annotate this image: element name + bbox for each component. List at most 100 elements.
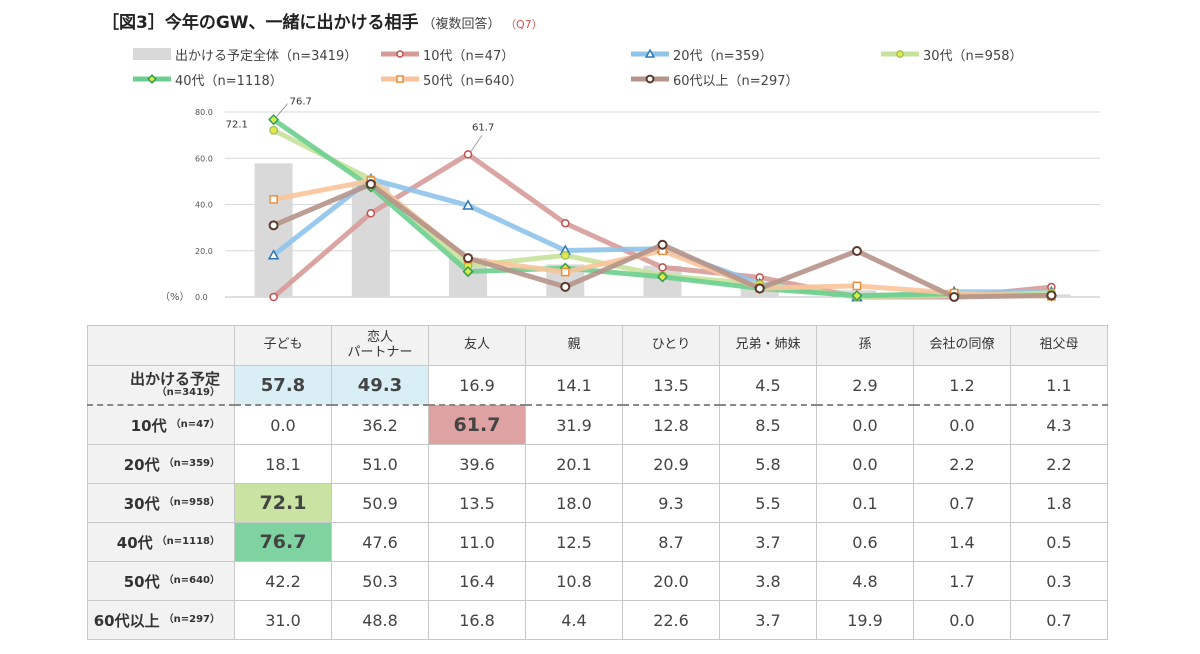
legend-label: 出かける予定全体（n=3419） <box>175 48 358 64</box>
table-cell: 0.3 <box>1010 561 1108 601</box>
table-cell: 1.1 <box>1010 365 1108 406</box>
data-point-marker <box>366 209 376 218</box>
data-point-marker <box>560 281 571 292</box>
row-sample-size: （n=640） <box>163 574 220 586</box>
table-cell: 19.9 <box>816 600 914 640</box>
legend-label: 10代（n=47） <box>423 48 515 64</box>
table-cell: 0.0 <box>816 444 914 484</box>
table-cell: 0.6 <box>816 522 914 562</box>
row-sample-size: （n=958） <box>163 496 220 508</box>
table-header-row: 子ども 恋人 パートナー 友人 親 ひとり 兄弟・姉妹 孫 会社の同僚 祖父母 <box>87 325 1108 366</box>
table-cell: 1.7 <box>913 561 1011 601</box>
y-tick-label: 40.0 <box>195 201 213 210</box>
data-point-marker <box>658 263 667 272</box>
table-cell: 13.5 <box>428 483 526 523</box>
table-cell: 57.8 <box>234 365 332 406</box>
col-header: ひとり <box>622 325 720 366</box>
table-cell: 42.2 <box>234 561 332 601</box>
data-point-marker <box>269 125 279 135</box>
table-cell: 4.8 <box>816 561 914 601</box>
table-cell: 0.0 <box>816 404 914 445</box>
col-header: 恋人 パートナー <box>331 325 429 366</box>
data-point-marker <box>852 281 862 291</box>
y-tick-label: 0.0 <box>195 293 208 302</box>
row-label: 20代 （n=359） <box>87 444 235 484</box>
table-cell: 3.7 <box>719 522 817 562</box>
table-cell: 1.8 <box>1010 483 1108 523</box>
table-cell: 8.5 <box>719 404 817 445</box>
callout-leader <box>276 103 288 117</box>
row-label-text: 40代 <box>116 533 153 552</box>
legend-swatch <box>631 74 669 84</box>
line-bar-chart: 0.0 20.0 40.0 60.0 80.0 （%） 76.7 72.1 61.7 <box>160 97 1100 303</box>
data-table: 子ども 恋人 パートナー 友人 親 ひとり 兄弟・姉妹 孫 会社の同僚 祖父母 出… <box>87 325 1108 640</box>
table-cell: 31.9 <box>525 404 623 445</box>
data-point-marker <box>896 50 904 58</box>
legend-swatch <box>631 48 669 58</box>
table-cell: 18.1 <box>234 444 332 484</box>
table-cell: 39.6 <box>428 444 526 484</box>
row-label-text: 20代 <box>123 455 160 474</box>
table-cell: 16.4 <box>428 561 526 601</box>
title-main: ［図3］今年のGW、一緒に出かける相手 <box>102 13 419 33</box>
col-header-line: 恋人 <box>366 329 393 345</box>
table-cell: 20.9 <box>622 444 720 484</box>
row-label: 40代 （n=1118） <box>87 522 235 562</box>
y-tick-label: 20.0 <box>195 247 213 256</box>
title-sub: （複数回答） <box>422 17 501 32</box>
table-cell: 5.5 <box>719 483 817 523</box>
table-cell: 0.1 <box>816 483 914 523</box>
table-cell: 1.4 <box>913 522 1011 562</box>
table-corner <box>87 325 235 366</box>
row-sample-size: （n=3419） <box>156 386 220 398</box>
data-point-marker <box>656 271 669 283</box>
legend-item: 10代（n=47） <box>381 45 515 64</box>
data-point-marker <box>561 218 570 228</box>
data-point-marker <box>657 239 668 250</box>
table-cell: 36.2 <box>331 404 429 445</box>
row-label: 10代 （n=47） <box>87 404 235 445</box>
data-point-marker <box>560 250 570 260</box>
table-row: 60代以上 （n=297） 31.0 48.8 16.8 4.4 22.6 3.7 19.9 0.… <box>87 600 1108 640</box>
table-cell: 10.8 <box>525 561 623 601</box>
row-label: 30代 （n=958） <box>87 483 235 523</box>
table-cell: 49.3 <box>331 365 429 406</box>
question-number: （Q7） <box>510 18 543 31</box>
row-label: 60代以上 （n=297） <box>87 600 235 640</box>
legend-swatch <box>133 74 171 84</box>
table-cell: 76.7 <box>234 522 332 562</box>
callout-label: 72.1 <box>226 119 248 130</box>
row-label-text: 10代 <box>130 416 167 435</box>
table-cell: 18.0 <box>525 483 623 523</box>
data-point-marker <box>462 266 474 278</box>
data-point-marker <box>269 195 278 204</box>
table-cell: 47.6 <box>331 522 429 562</box>
data-point-marker <box>644 48 656 58</box>
data-point-marker <box>147 74 157 84</box>
callout-label: 76.7 <box>290 97 312 108</box>
table-cell: 61.7 <box>428 404 526 445</box>
table-cell: 4.3 <box>1010 404 1108 445</box>
legend-label: 50代（n=640） <box>423 73 523 89</box>
table-cell: 4.4 <box>525 600 623 640</box>
legend-item: 60代以上（n=297） <box>631 70 799 89</box>
col-header-line: パートナー <box>347 344 413 360</box>
legend-item: 20代（n=359） <box>631 45 773 64</box>
table-cell: 22.6 <box>622 600 720 640</box>
table-cell: 12.8 <box>622 404 720 445</box>
table-cell: 0.0 <box>913 600 1011 640</box>
data-point-marker <box>267 249 280 260</box>
legend-label: 30代（n=958） <box>923 48 1023 64</box>
table-row: 30代 （n=958） 72.1 50.9 13.5 18.0 9.3 5.5 0.1 0.7 1.… <box>87 483 1108 523</box>
legend-label: 20代（n=359） <box>673 48 773 64</box>
row-sample-size: （n=297） <box>163 613 220 625</box>
data-point-marker <box>365 179 376 190</box>
data-point-marker <box>396 50 404 58</box>
table-cell: 2.2 <box>913 444 1011 484</box>
table-cell: 0.7 <box>1010 600 1108 640</box>
legend-item: 50代（n=640） <box>381 70 523 89</box>
y-tick-label: 60.0 <box>195 154 213 163</box>
table-cell: 50.3 <box>331 561 429 601</box>
data-point-marker <box>754 283 765 294</box>
table-cell: 0.5 <box>1010 522 1108 562</box>
